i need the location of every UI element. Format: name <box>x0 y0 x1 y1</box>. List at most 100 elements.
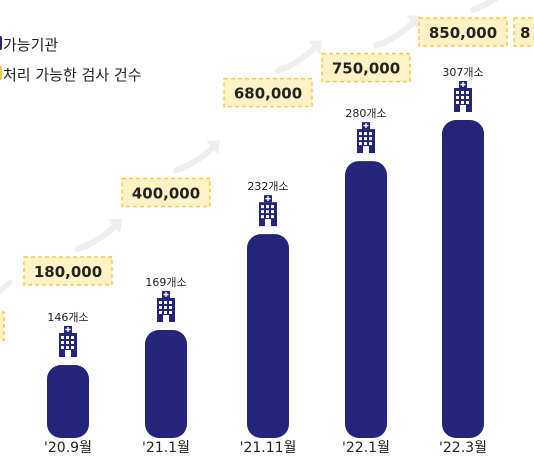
tests-value-label: 180,000 <box>34 263 102 281</box>
hospital-icon-window <box>271 215 274 219</box>
trend-arrow <box>373 18 417 49</box>
hospital-icon-window <box>461 96 464 99</box>
bar <box>145 330 187 438</box>
x-tick-label: '21.1월 <box>142 440 190 456</box>
bar <box>345 161 387 438</box>
hospital-icon-window <box>159 301 162 304</box>
hospital-icon-cross <box>265 196 271 202</box>
hospital-icon-window <box>359 132 362 136</box>
hospital-icon-window <box>164 306 167 309</box>
hospital-icon <box>259 195 277 227</box>
hospital-icon-window <box>271 205 274 209</box>
hospital-icon-window <box>456 101 459 104</box>
hospital-icon-door <box>265 219 271 227</box>
hospital-icon-window <box>164 301 167 304</box>
hospital-icon-window <box>461 101 464 104</box>
hospital-icon-window <box>266 210 269 214</box>
bar <box>442 120 484 438</box>
legend-tests-swatch <box>0 66 2 80</box>
hospital-icon-cross <box>460 82 466 87</box>
hospital-icon-window <box>466 101 469 104</box>
legend-tests-label: 처리 가능한 검사 건수 <box>3 66 142 84</box>
x-tick-label: '20.9월 <box>44 440 92 456</box>
trend-arrowhead <box>308 40 322 55</box>
hospital-icon-window <box>71 346 74 349</box>
tests-value-label: 680,000 <box>234 85 302 103</box>
trend-arrowhead <box>206 140 220 155</box>
hospital-icon-window <box>369 137 372 141</box>
x-tick-label: '21.11월 <box>240 440 297 456</box>
hospital-icon <box>357 122 375 154</box>
facility-count-label: 307개소 <box>442 66 483 79</box>
hospital-icon-door <box>65 350 71 357</box>
hospital-icon-window <box>456 96 459 99</box>
hospital-icon-window <box>456 91 459 94</box>
hospital-icon-window <box>261 215 264 219</box>
tests-value-label: 400,000 <box>132 185 200 203</box>
tests-tag <box>321 52 411 83</box>
hospital-icon <box>59 326 77 357</box>
tests-value-label: 850,000 <box>429 24 497 42</box>
tests-value-label-partial: 8 <box>520 24 530 42</box>
hospital-icon-window <box>364 142 367 146</box>
hospital-icon-window <box>66 346 69 349</box>
trend-arrow <box>0 279 13 295</box>
hospital-icon-window <box>71 341 74 344</box>
facility-count-label: 280개소 <box>345 107 386 120</box>
trend-arrow <box>275 43 319 74</box>
facility-count-label: 146개소 <box>47 311 88 324</box>
hospital-icon-window <box>169 311 172 314</box>
hospital-icon-window <box>61 341 64 344</box>
hospital-icon-window <box>271 210 274 214</box>
tests-value-label: 750,000 <box>332 60 400 78</box>
tests-tag-partial-right <box>513 17 534 47</box>
hospital-icon-window <box>261 205 264 209</box>
legend-facilities: 가능기관 <box>3 34 58 55</box>
hospital-icon-window <box>359 142 362 146</box>
tests-tag-partial-left <box>0 311 5 341</box>
hospital-icon-window <box>369 132 372 136</box>
hospital-icon-window <box>66 341 69 344</box>
hospital-icon-window <box>364 137 367 141</box>
hospital-icon-window <box>364 132 367 136</box>
bar <box>47 365 89 438</box>
facility-count-label: 232개소 <box>247 180 288 193</box>
trend-arrow <box>173 143 217 174</box>
hospital-icon-door <box>460 105 466 112</box>
hospital-icon-window <box>461 91 464 94</box>
hospital-icon-window <box>66 336 69 339</box>
hospital-icon-window <box>359 137 362 141</box>
legend-facilities-label: 가능기관 <box>3 36 59 54</box>
hospital-icon-window <box>61 346 64 349</box>
hospital-icon-cross <box>163 292 169 297</box>
hospital-icon-window <box>266 215 269 219</box>
trend-arrow <box>470 0 499 13</box>
facility-count-label: 169개소 <box>145 276 186 289</box>
hospital-icon-window <box>159 311 162 314</box>
tests-tag <box>121 177 211 208</box>
hospital-icon-cross <box>65 327 71 332</box>
hospital-icon-window <box>466 91 469 94</box>
trend-arrowhead <box>108 219 122 233</box>
hospital-icon-window <box>164 311 167 314</box>
hospital-icon-window <box>169 301 172 304</box>
hospital-icon <box>157 291 175 322</box>
hospital-icon-window <box>159 306 162 309</box>
legend-facilities-swatch <box>0 36 2 50</box>
hospital-icon-cross <box>363 123 369 129</box>
hospital-icon-window <box>261 210 264 214</box>
hospital-icon-window <box>71 336 74 339</box>
bar <box>247 234 289 438</box>
hospital-icon-door <box>163 315 169 322</box>
tests-tag <box>418 17 508 47</box>
hospital-icon-window <box>169 306 172 309</box>
tests-tag <box>223 77 313 108</box>
tests-tag <box>23 256 113 286</box>
hospital-icon-window <box>61 336 64 339</box>
x-tick-label: '22.3월 <box>439 440 487 456</box>
trend-arrow <box>75 222 119 252</box>
hospital-icon <box>454 81 472 112</box>
hospital-icon-door <box>363 146 369 154</box>
hospital-icon-window <box>266 205 269 209</box>
